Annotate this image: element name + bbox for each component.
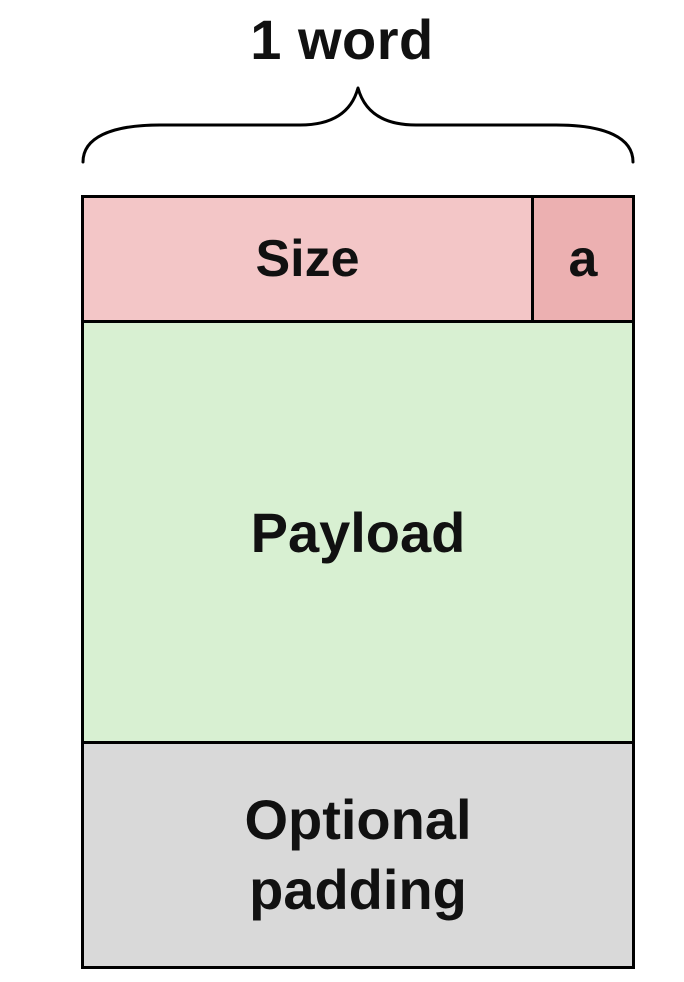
word-width-label: 1 word bbox=[250, 8, 434, 71]
payload-region: Payload bbox=[84, 323, 632, 744]
allocated-bit-label: a bbox=[568, 230, 598, 288]
padding-label-line2: padding bbox=[249, 858, 467, 921]
header-word: Size a bbox=[84, 198, 632, 323]
memory-block: Size a Payload Optional padding bbox=[81, 195, 635, 969]
allocated-bit-field: a bbox=[534, 198, 632, 320]
padding-label-line1: Optional bbox=[244, 788, 472, 851]
size-field: Size bbox=[84, 198, 534, 320]
size-field-label: Size bbox=[255, 230, 360, 288]
curly-brace-icon bbox=[81, 86, 635, 164]
optional-padding-region: Optional padding bbox=[84, 744, 632, 966]
payload-label: Payload bbox=[250, 500, 466, 564]
